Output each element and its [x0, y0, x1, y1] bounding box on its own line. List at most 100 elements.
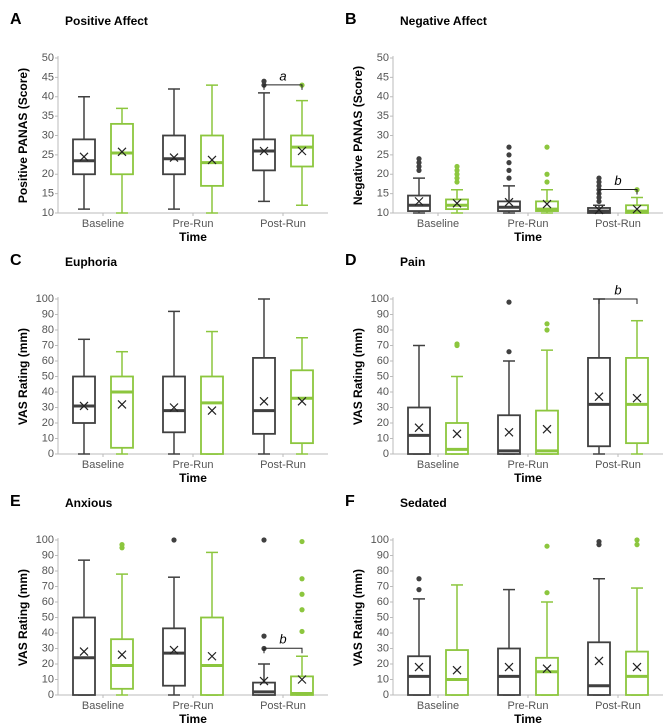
x-tick-label: Pre-Run: [173, 459, 214, 471]
y-tick-label: 100: [371, 534, 389, 546]
box: [625, 357, 649, 445]
y-tick-label: 50: [377, 370, 389, 382]
y-axis-label: VAS Rating (mm): [16, 569, 30, 666]
y-tick-label: 20: [42, 417, 54, 429]
outlier: [299, 576, 305, 582]
mean-marker: [542, 424, 552, 434]
mean-marker: [594, 656, 604, 666]
y-tick-label: 45: [377, 71, 389, 83]
y-tick-label: 100: [371, 293, 389, 305]
y-tick-label: 10: [377, 207, 389, 219]
y-tick-label: 60: [377, 355, 389, 367]
x-tick-label: Baseline: [417, 459, 459, 471]
outlier: [416, 160, 422, 166]
y-tick-label: 40: [42, 627, 54, 639]
y-tick-label: 70: [42, 580, 54, 592]
panel-letter: A: [10, 11, 22, 28]
y-tick-label: 70: [377, 580, 389, 592]
x-tick-label: Pre-Run: [508, 459, 549, 471]
x-axis-label: Time: [179, 471, 207, 485]
y-tick-label: 50: [42, 52, 54, 64]
y-tick-label: 80: [377, 565, 389, 577]
box: [252, 138, 276, 172]
panel: B Negative Affect Negative PANAS (Score) Ti…: [345, 11, 663, 244]
x-tick-label: Post-Run: [260, 218, 306, 230]
outlier: [506, 152, 512, 158]
box: [497, 647, 521, 696]
y-tick-label: 20: [42, 658, 54, 670]
mean-marker: [632, 662, 642, 672]
y-tick-label: 10: [377, 432, 389, 444]
panel-letter: D: [345, 252, 357, 269]
outlier: [261, 633, 267, 639]
y-tick-label: 25: [377, 149, 389, 161]
x-axis-label: Time: [179, 230, 207, 244]
box: [290, 369, 314, 445]
significance-bracket: [598, 298, 638, 304]
y-axis-label: Positive PANAS (Score): [16, 68, 30, 203]
y-tick-label: 90: [377, 308, 389, 320]
y-axis-label: VAS Rating (mm): [16, 328, 30, 425]
y-axis-label: VAS Rating (mm): [351, 569, 365, 666]
box: [110, 638, 134, 690]
outlier: [506, 160, 512, 166]
outlier: [416, 156, 422, 162]
mean-marker: [169, 153, 179, 163]
y-tick-label: 40: [377, 386, 389, 398]
x-axis-label: Time: [514, 471, 542, 485]
x-tick-label: Pre-Run: [173, 218, 214, 230]
outlier: [596, 179, 602, 185]
box: [535, 409, 559, 455]
x-tick-label: Pre-Run: [508, 218, 549, 230]
outlier: [506, 167, 512, 173]
outlier: [596, 194, 602, 201]
box: [110, 375, 134, 449]
box: [407, 406, 431, 455]
outlier: [544, 543, 550, 549]
mean-marker: [414, 662, 424, 672]
y-tick-label: 70: [377, 339, 389, 351]
outlier: [416, 163, 422, 170]
y-tick-label: 30: [377, 642, 389, 654]
outlier: [544, 144, 550, 150]
y-tick-label: 20: [42, 168, 54, 180]
mean-marker: [452, 198, 462, 208]
box: [445, 649, 469, 696]
x-tick-label: Pre-Run: [508, 700, 549, 712]
outlier: [506, 299, 512, 305]
box: [587, 641, 611, 696]
mean-marker: [169, 403, 179, 412]
outlier: [544, 327, 550, 333]
outlier: [544, 590, 550, 596]
y-tick-label: 60: [42, 355, 54, 367]
box: [162, 134, 186, 176]
outlier: [596, 538, 602, 545]
y-tick-label: 50: [377, 52, 389, 64]
outlier: [299, 607, 305, 613]
y-tick-label: 30: [377, 401, 389, 413]
y-tick-label: 90: [377, 549, 389, 561]
mean-marker: [542, 199, 552, 209]
y-tick-label: 30: [42, 129, 54, 141]
outlier: [506, 175, 512, 181]
outlier: [544, 179, 550, 185]
x-axis-label: Time: [179, 712, 207, 726]
y-tick-label: 60: [377, 596, 389, 608]
y-tick-label: 25: [42, 149, 54, 161]
mean-marker: [207, 406, 217, 416]
panel-letter: C: [10, 252, 22, 269]
y-axis-label: Negative PANAS (Score): [351, 66, 365, 205]
y-axis-label: VAS Rating (mm): [351, 328, 365, 425]
x-tick-label: Baseline: [82, 218, 124, 230]
y-tick-label: 10: [42, 673, 54, 685]
mean-marker: [207, 155, 217, 165]
y-tick-label: 10: [377, 673, 389, 685]
y-tick-label: 50: [377, 611, 389, 623]
outlier: [634, 542, 640, 548]
x-tick-label: Post-Run: [260, 459, 306, 471]
mean-marker: [452, 665, 462, 675]
outlier: [596, 175, 602, 181]
y-tick-label: 30: [42, 642, 54, 654]
y-tick-label: 50: [42, 370, 54, 382]
significance-label: b: [614, 173, 621, 188]
